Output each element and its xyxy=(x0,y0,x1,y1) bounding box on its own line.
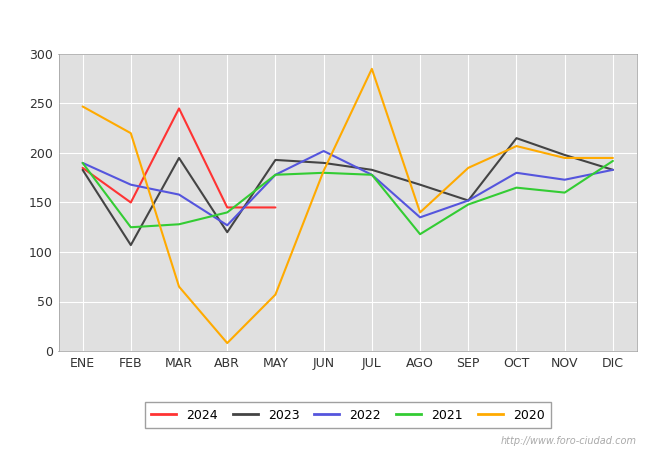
Text: http://www.foro-ciudad.com: http://www.foro-ciudad.com xyxy=(501,436,637,446)
Legend: 2024, 2023, 2022, 2021, 2020: 2024, 2023, 2022, 2021, 2020 xyxy=(145,402,551,428)
Text: Matriculaciones de Vehiculos en Paterna: Matriculaciones de Vehiculos en Paterna xyxy=(157,11,493,29)
